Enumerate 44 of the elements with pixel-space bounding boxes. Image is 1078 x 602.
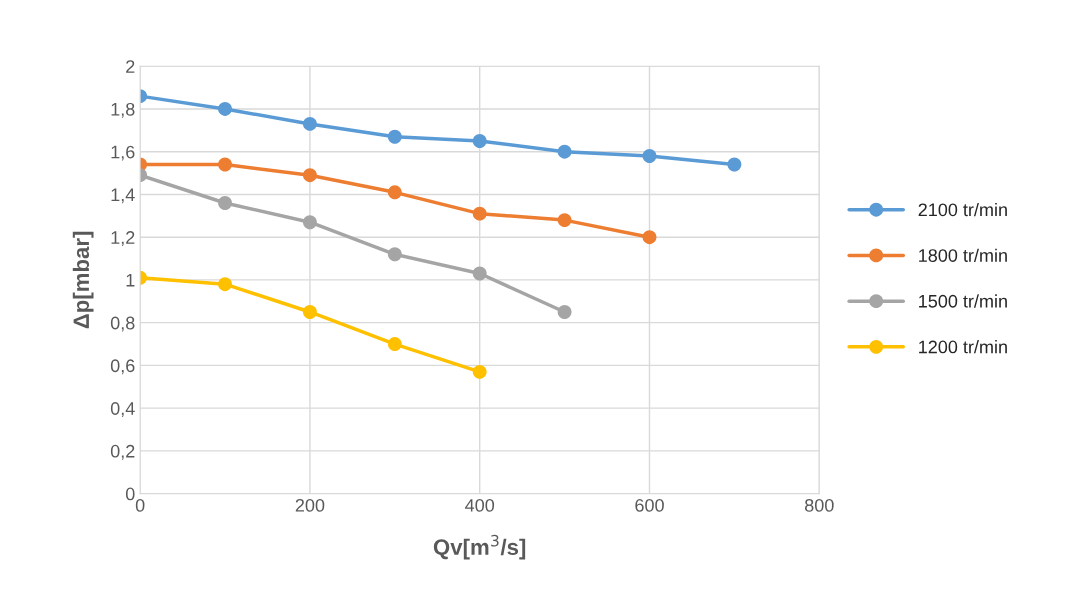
point [472, 206, 487, 221]
y-tick-label: 0,2 [110, 444, 135, 460]
y-tick-label: 0,4 [110, 402, 135, 418]
point [218, 157, 232, 172]
legend-label: 1800 tr/min [919, 248, 1007, 262]
point [557, 305, 572, 319]
point [557, 144, 572, 159]
point [387, 185, 402, 200]
point [642, 230, 657, 245]
legend-label: 1200 tr/min [919, 340, 1007, 354]
legend-label: 2100 tr/min [918, 202, 1007, 217]
point [727, 157, 742, 172]
y-tick-label: 1 [126, 274, 135, 287]
x-tick-label: 400 [465, 498, 495, 512]
point [302, 215, 317, 230]
point [302, 116, 317, 131]
point [472, 266, 487, 281]
y-axis-title: Δp[mbar] [72, 231, 94, 329]
y-tick-label: 0,6 [110, 359, 135, 375]
x-tick-label: 600 [635, 498, 664, 512]
point [218, 196, 232, 210]
point [557, 213, 572, 228]
point [387, 247, 402, 262]
x-tick-label: 800 [805, 498, 834, 512]
legend-label: 1500 tr/min [919, 294, 1007, 308]
point [472, 364, 487, 379]
y-tick-label: 1,4 [111, 188, 135, 204]
x-tick-label: 200 [295, 498, 325, 512]
point [642, 149, 657, 163]
point [218, 277, 232, 292]
y-tick-label: 0,8 [110, 316, 135, 332]
y-tick-label: 1,8 [111, 102, 135, 118]
point [387, 337, 402, 351]
y-tick-label: 1,6 [111, 145, 135, 161]
point [302, 305, 317, 319]
x-tick-label: 0 [135, 498, 145, 512]
y-tick-label: 2 [126, 60, 135, 73]
point [387, 129, 402, 144]
point [472, 134, 487, 148]
point [218, 102, 232, 116]
point [302, 168, 317, 183]
y-tick-label: 0 [125, 487, 135, 501]
x-axis-title: Qv[m$^{3}$/s] [433, 534, 526, 560]
y-tick-label: 1,2 [111, 231, 135, 247]
